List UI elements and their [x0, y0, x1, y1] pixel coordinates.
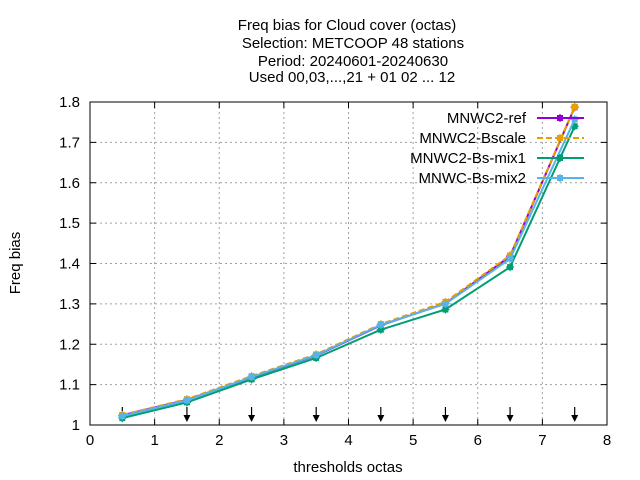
legend-entry: MNWC-Bs-mix2 — [419, 170, 584, 187]
series-mnwc2-bs-mix1 — [118, 122, 579, 423]
arrow-head — [441, 415, 449, 422]
arrow-head — [506, 415, 514, 422]
threshold-arrow-icon — [377, 407, 385, 422]
y-tick-label: 1.3 — [59, 296, 80, 313]
arrow-head — [571, 415, 579, 422]
y-axis-title: Freq bias — [7, 232, 24, 295]
legend-label: MNWC2-Bs-mix1 — [410, 150, 526, 167]
arrow-head — [183, 415, 191, 422]
y-tick-label: 1.7 — [59, 134, 80, 151]
chart-title: Freq bias for Cloud cover (octas) Select… — [238, 17, 464, 86]
title-line-4: Used 00,03,...,21 + 01 02 ... 12 — [249, 69, 455, 86]
threshold-arrow-icon — [312, 407, 320, 422]
threshold-arrow-icon — [506, 407, 514, 422]
x-tick-label: 6 — [474, 432, 482, 449]
title-line-1: Freq bias for Cloud cover (octas) — [238, 17, 456, 34]
threshold-arrow-icon — [441, 407, 449, 422]
y-tick-label: 1.1 — [59, 377, 80, 394]
y-tick-label: 1.8 — [59, 94, 80, 111]
y-tick-label: 1.5 — [59, 215, 80, 232]
legend-entry: MNWC2-ref — [447, 110, 584, 127]
x-tick-label: 3 — [280, 432, 288, 449]
y-tick-label: 1 — [72, 417, 80, 434]
series-mnwc-bs-mix2 — [118, 115, 579, 421]
x-tick-label: 8 — [603, 432, 611, 449]
title-line-2: Selection: METCOOP 48 stations — [242, 35, 464, 52]
x-tick-label: 2 — [215, 432, 223, 449]
arrow-head — [312, 415, 320, 422]
arrow-head — [377, 415, 385, 422]
series-line — [122, 125, 576, 420]
y-tick-label: 1.2 — [59, 336, 80, 353]
grid — [90, 102, 607, 425]
title-line-3: Period: 20240601-20240630 — [258, 53, 448, 70]
y-tick-label: 1.6 — [59, 175, 80, 192]
threshold-arrow-icon — [183, 407, 191, 422]
threshold-arrow-icon — [571, 407, 579, 422]
x-tick-label: 1 — [150, 432, 158, 449]
legend: MNWC2-ref MNWC2-Bscale MNWC2-Bs-mix1 MNWC-B… — [410, 110, 584, 187]
legend-label: MNWC-Bs-mix2 — [419, 170, 526, 187]
arrow-head — [248, 415, 256, 422]
x-axis-title: thresholds octas — [293, 459, 402, 476]
legend-label: MNWC2-ref — [447, 110, 527, 127]
threshold-arrow-icon — [248, 407, 256, 422]
legend-label: MNWC2-Bscale — [419, 130, 526, 147]
legend-entry: MNWC2-Bs-mix1 — [410, 150, 584, 167]
legend-entry: MNWC2-Bscale — [419, 130, 584, 147]
x-tick-label: 0 — [86, 432, 94, 449]
data-series — [118, 102, 579, 423]
x-tick-label: 4 — [344, 432, 352, 449]
series-line — [122, 118, 576, 418]
axis-ticks: 0 1 2 3 4 5 6 7 811.11.21.31.41.51.61.71.8 — [59, 94, 611, 449]
x-tick-label: 7 — [538, 432, 546, 449]
y-tick-label: 1.4 — [59, 256, 80, 273]
x-tick-label: 5 — [409, 432, 417, 449]
